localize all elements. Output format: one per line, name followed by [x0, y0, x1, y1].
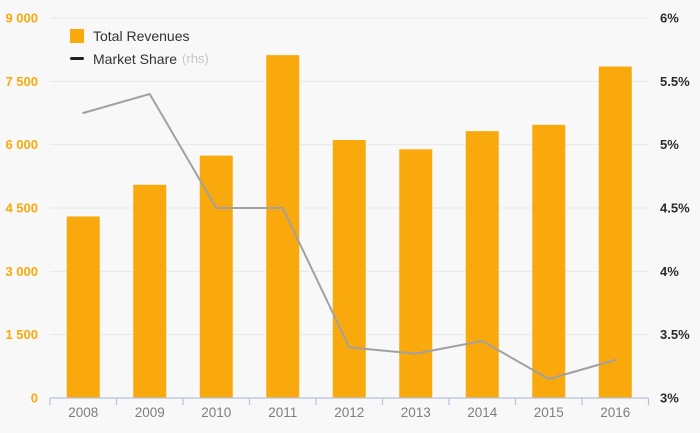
- legend-label-total-revenues: Total Revenues: [93, 27, 190, 44]
- x-axis-category-label: 2013: [401, 405, 431, 420]
- right-axis-tick-label: 6%: [660, 11, 679, 26]
- right-axis-tick-label: 3.5%: [660, 327, 690, 342]
- right-axis-tick-label: 3%: [660, 391, 679, 406]
- x-axis-category-label: 2009: [135, 405, 165, 420]
- bar-2010: [199, 155, 233, 398]
- market-share-line: [82, 93, 617, 380]
- right-axis-tick-label: 4%: [660, 264, 679, 279]
- left-axis-tick-label: 3 000: [5, 264, 38, 279]
- bar-2012: [332, 140, 366, 398]
- x-axis-category-label: 2008: [68, 405, 98, 420]
- right-axis-tick-label: 5.5%: [660, 74, 690, 89]
- chart-legend: Total Revenues Market Share (rhs): [70, 24, 209, 70]
- x-axis-category-label: 2010: [201, 405, 231, 420]
- bar-2015: [532, 124, 566, 399]
- line-series-swatch-icon: [70, 57, 84, 60]
- legend-label-market-share: Market Share: [93, 50, 178, 67]
- x-axis-category-label: 2012: [334, 405, 364, 420]
- x-axis-category-label: 2011: [268, 405, 297, 420]
- x-axis-category-label: 2014: [467, 405, 498, 420]
- right-axis-tick-label: 5%: [660, 137, 679, 152]
- bar-2016: [598, 66, 632, 399]
- left-axis-tick-label: 0: [31, 391, 38, 406]
- x-axis-category-label: 2015: [534, 405, 564, 420]
- bar-2013: [399, 149, 433, 398]
- left-axis-tick-label: 1 500: [5, 327, 38, 342]
- legend-item-total-revenues: Total Revenues: [70, 24, 209, 47]
- legend-item-market-share: Market Share (rhs): [70, 47, 209, 70]
- legend-label-rhs: (rhs): [182, 51, 209, 66]
- bar-2009: [133, 184, 167, 398]
- left-axis-tick-label: 6 000: [5, 137, 38, 152]
- x-axis-category-label: 2016: [600, 405, 630, 420]
- left-axis-tick-label: 4 500: [5, 201, 38, 216]
- bar-2008: [66, 216, 100, 398]
- left-axis-tick-label: 7 500: [5, 74, 38, 89]
- right-axis-tick-label: 4.5%: [660, 201, 690, 216]
- bar-2014: [465, 131, 499, 398]
- bar-2011: [266, 55, 300, 399]
- left-axis-tick-label: 9 000: [5, 11, 38, 26]
- bar-series-swatch-icon: [70, 28, 84, 43]
